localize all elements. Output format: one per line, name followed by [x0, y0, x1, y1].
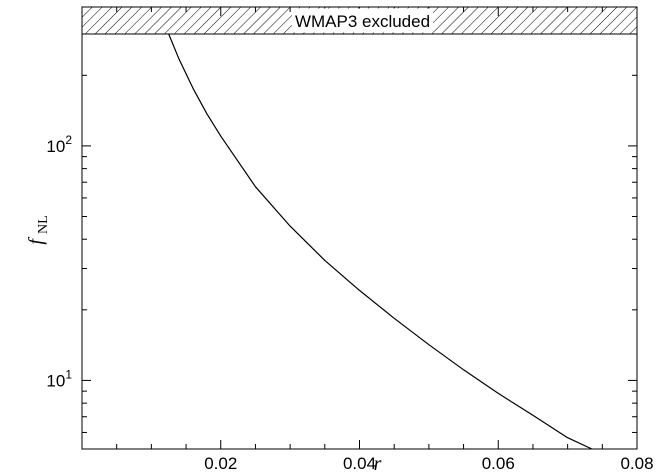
x-tick-label: 0.02 — [204, 454, 237, 473]
y-axis-label-main: f — [25, 237, 47, 245]
x-tick-labels: 0.02 0.04 0.06 0.08 — [204, 454, 653, 473]
y-tick-label-exponent: 2 — [65, 133, 72, 147]
y-tick-label: 102 — [46, 133, 72, 156]
excluded-band-label: WMAP3 excluded — [295, 12, 430, 31]
series-line — [168, 33, 593, 450]
series-group — [168, 33, 593, 450]
y-axis-label-sub: NL — [36, 215, 51, 234]
y-tick-label-base: 10 — [46, 137, 65, 156]
x-tick-label: 0.08 — [620, 454, 653, 473]
y-tick-label-exponent: 1 — [65, 367, 72, 381]
plot-frame — [81, 6, 638, 450]
excluded-band-label-bg — [291, 8, 434, 33]
y-tick-label-base: 10 — [46, 371, 65, 390]
x-tick-label: 0.06 — [482, 454, 515, 473]
excluded-band: WMAP3 excluded — [81, 6, 638, 35]
y-tick-label: 101 — [46, 367, 72, 390]
x-axis-label: r — [374, 453, 382, 473]
y-axis-label: f NL — [25, 215, 51, 244]
x-tick-label: 0.04 — [343, 454, 376, 473]
minor-ticks — [82, 7, 637, 449]
major-ticks — [82, 7, 638, 449]
